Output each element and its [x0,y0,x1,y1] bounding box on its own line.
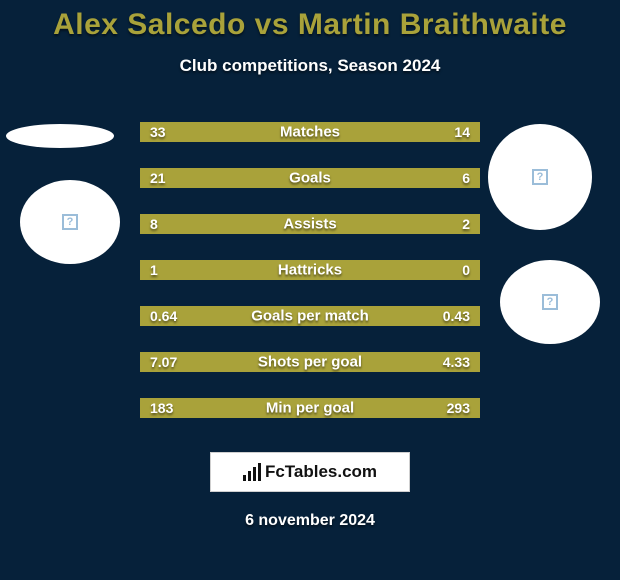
stat-row: Shots per goal 7.07 4.33 [140,352,480,372]
question-icon: ? [62,214,78,230]
stat-value-left: 0.64 [150,308,177,324]
stat-value-right: 2 [462,216,470,232]
stat-label: Min per goal [266,400,354,417]
date-text: 6 november 2024 [0,512,620,530]
stat-value-right: 0.43 [443,308,470,324]
stat-row: Assists 8 2 [140,214,480,234]
bar-left [140,168,378,188]
chart-icon [243,463,261,481]
decorative-circle: ? [488,124,592,230]
question-icon: ? [542,294,558,310]
logo-text: FcTables.com [265,462,377,482]
stat-value-left: 33 [150,124,166,140]
stat-bars: Matches 33 14 Goals 21 6 Assists 8 2 Hattricks 1 0 G… [140,122,480,418]
bar-left [140,214,392,234]
stat-row: Goals 21 6 [140,168,480,188]
stat-value-left: 1 [150,262,158,278]
player2-name: Martin Braithwaite [298,8,567,41]
stat-value-right: 6 [462,170,470,186]
player1-name: Alex Salcedo [53,8,246,41]
decorative-circle [6,124,114,148]
decorative-circle: ? [500,260,600,344]
subtitle: Club competitions, Season 2024 [0,56,620,76]
stat-value-left: 21 [150,170,166,186]
stat-label: Goals per match [251,308,369,325]
stat-row: Matches 33 14 [140,122,480,142]
stat-label: Assists [283,216,336,233]
decorative-circle: ? [20,180,120,264]
question-icon: ? [532,169,548,185]
page-title: Alex Salcedo vs Martin Braithwaite [0,8,620,42]
stat-row: Hattricks 1 0 [140,260,480,280]
stat-value-right: 14 [454,124,470,140]
stat-row: Goals per match 0.64 0.43 [140,306,480,326]
stat-row: Min per goal 183 293 [140,398,480,418]
stat-value-right: 293 [447,400,470,416]
stat-value-left: 8 [150,216,158,232]
stat-value-right: 4.33 [443,354,470,370]
logo-box: FcTables.com [210,452,410,492]
stat-label: Shots per goal [258,354,362,371]
stat-value-right: 0 [462,262,470,278]
stat-value-left: 183 [150,400,173,416]
vs-text: vs [246,8,298,41]
stat-value-left: 7.07 [150,354,177,370]
stat-label: Hattricks [278,262,342,279]
stat-label: Matches [280,124,340,141]
stat-label: Goals [289,170,331,187]
